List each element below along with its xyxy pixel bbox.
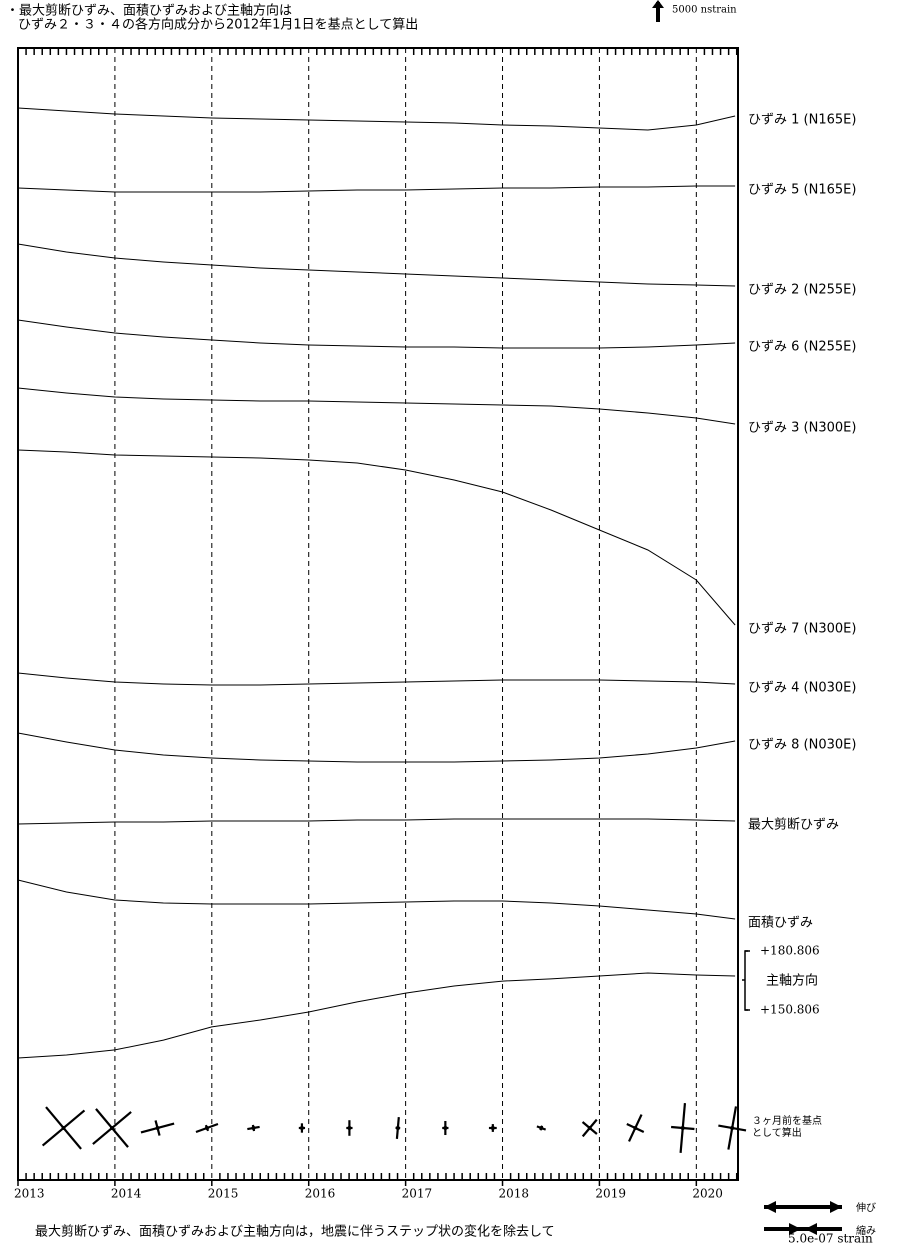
axes-note: ３ヶ月前を基点 bbox=[752, 1114, 822, 1127]
series-line bbox=[17, 449, 736, 626]
y2-tick-label: +180.806 bbox=[760, 944, 820, 958]
cross-center bbox=[204, 1126, 209, 1130]
x-tick-label: 2015 bbox=[208, 1187, 239, 1201]
series-line bbox=[17, 732, 736, 763]
cross-center bbox=[730, 1126, 735, 1130]
legend-arrowhead bbox=[764, 1201, 776, 1213]
x-tick-label: 2013 bbox=[14, 1187, 45, 1201]
legend-arrowhead bbox=[830, 1201, 842, 1213]
series-line bbox=[17, 185, 736, 193]
y2-tick-label: +150.806 bbox=[760, 1003, 820, 1017]
series-line bbox=[17, 672, 736, 686]
note: ・最大剪断ひずみ、面積ひずみおよび主軸方向は bbox=[6, 3, 292, 19]
axes-note: として算出 bbox=[752, 1126, 802, 1139]
series-label: ひずみ 7 (N300E) bbox=[748, 622, 856, 637]
legend-arrowhead bbox=[789, 1223, 801, 1235]
cross-center bbox=[680, 1126, 685, 1130]
legend-label: 伸び bbox=[856, 1202, 876, 1214]
plot-frame bbox=[17, 47, 739, 1181]
scale-label: 5.0e-07 strain bbox=[788, 1232, 873, 1243]
x-tick-label: 2014 bbox=[111, 1187, 142, 1201]
cross-center bbox=[633, 1126, 638, 1130]
cross-center bbox=[155, 1126, 160, 1130]
series-line bbox=[17, 387, 736, 425]
x-tick-label: 2019 bbox=[595, 1187, 626, 1201]
x-tick-label: 2018 bbox=[499, 1187, 530, 1201]
series-label: ひずみ 8 (N030E) bbox=[748, 738, 856, 753]
series-line bbox=[17, 243, 736, 287]
series-label: ひずみ 4 (N030E) bbox=[748, 681, 856, 696]
note: ひずみ２・３・４の各方向成分から2012年1月1日を基点として算出 bbox=[18, 17, 418, 33]
series-label: 主軸方向 bbox=[766, 973, 818, 989]
cross-center bbox=[251, 1126, 256, 1130]
series-line bbox=[17, 818, 736, 825]
footnote: 最大剪断ひずみ、面積ひずみおよび主軸方向は，地震に伴うステップ状の変化を除去して bbox=[35, 1224, 555, 1240]
cross-center bbox=[395, 1126, 400, 1130]
series-line bbox=[17, 879, 736, 920]
x-tick-label: 2017 bbox=[402, 1187, 433, 1201]
cross-center bbox=[443, 1126, 448, 1130]
x-tick-label: 2016 bbox=[305, 1187, 336, 1201]
cross-center bbox=[109, 1126, 114, 1130]
series-label: ひずみ 5 (N165E) bbox=[748, 183, 856, 198]
legend-label: 縮み bbox=[856, 1224, 876, 1237]
series-line bbox=[17, 107, 736, 131]
cross-center bbox=[347, 1126, 352, 1130]
series-line bbox=[17, 319, 736, 349]
cross-center bbox=[299, 1126, 304, 1130]
y2-bracket bbox=[742, 950, 748, 1011]
series-label: 面積ひずみ bbox=[748, 916, 813, 931]
series-label: ひずみ 2 (N255E) bbox=[748, 283, 856, 298]
cross-center bbox=[490, 1126, 495, 1130]
cross-center bbox=[587, 1126, 592, 1130]
series-label: ひずみ 1 (N165E) bbox=[748, 113, 856, 128]
legend-arrowhead bbox=[805, 1223, 817, 1235]
series-line bbox=[17, 972, 736, 1059]
series-label: ひずみ 3 (N300E) bbox=[748, 421, 856, 436]
series-label: ひずみ 6 (N255E) bbox=[748, 340, 856, 355]
scale-label: 5000 nstrain bbox=[672, 5, 737, 16]
cross-center bbox=[61, 1126, 66, 1130]
x-tick-label: 2020 bbox=[692, 1187, 723, 1201]
series-label: 最大剪断ひずみ bbox=[748, 817, 839, 833]
scale-arrowhead bbox=[652, 0, 664, 8]
cross-center bbox=[539, 1126, 544, 1130]
